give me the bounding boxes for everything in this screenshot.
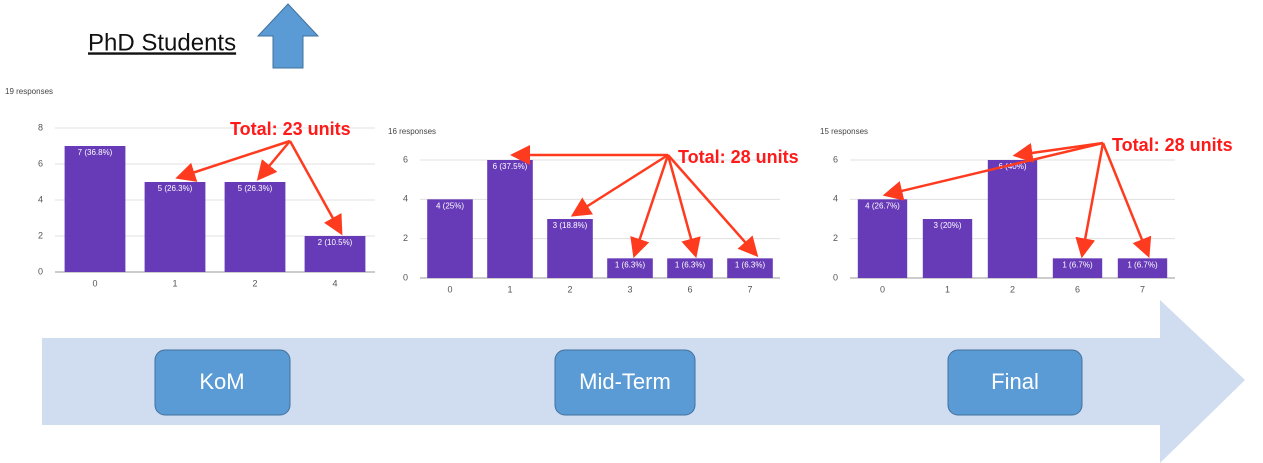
- value-label: 4 (25%): [436, 201, 464, 210]
- annotation: Total: 28 units: [678, 147, 799, 167]
- x-tick-label: 1: [507, 284, 512, 294]
- annotation: Total: 23 units: [230, 119, 351, 139]
- annotation-arrow: [666, 154, 701, 259]
- y-tick-label: 6: [403, 154, 408, 164]
- y-tick-label: 2: [403, 233, 408, 243]
- bar: [1117, 258, 1168, 278]
- value-label: 1 (6.7%): [1127, 260, 1158, 269]
- bar: [144, 182, 206, 272]
- annotation-arrow: [1012, 141, 1104, 163]
- y-tick-label: 8: [38, 122, 43, 132]
- value-label: 1 (6.3%): [735, 260, 766, 269]
- value-label: 1 (6.7%): [1062, 260, 1093, 269]
- bar: [607, 258, 653, 278]
- y-tick-label: 4: [38, 194, 43, 204]
- y-tick-label: 6: [833, 154, 838, 164]
- bar: [547, 219, 593, 278]
- chart-subtitle: 19 responses: [5, 87, 53, 96]
- up-arrow: [256, 3, 320, 69]
- y-tick-label: 6: [38, 158, 43, 168]
- x-tick-label: 0: [880, 284, 885, 294]
- chart-subtitle: 16 responses: [388, 127, 436, 136]
- x-tick-label: 2: [1010, 284, 1015, 294]
- x-tick-label: 2: [252, 278, 257, 288]
- x-tick-label: 6: [1075, 284, 1080, 294]
- stage-label: Mid-Term: [579, 369, 671, 394]
- y-tick-label: 2: [833, 233, 838, 243]
- bar: [64, 146, 126, 272]
- x-tick-label: 1: [945, 284, 950, 294]
- x-tick-label: 1: [172, 278, 177, 288]
- stage-label: Final: [991, 369, 1039, 394]
- y-tick-label: 4: [403, 194, 408, 204]
- annotation: Total: 28 units: [1112, 135, 1233, 155]
- header-title: PhD Students: [88, 29, 236, 56]
- bar: [304, 236, 366, 272]
- bar: [427, 199, 473, 278]
- value-label: 2 (10.5%): [318, 238, 353, 247]
- y-tick-label: 0: [403, 272, 408, 282]
- annotation-arrow: [175, 139, 291, 182]
- value-label: 4 (26.7%): [865, 201, 900, 210]
- annotation-arrow: [1101, 142, 1152, 258]
- x-tick-label: 7: [1140, 284, 1145, 294]
- value-label: 5 (26.3%): [238, 184, 273, 193]
- x-tick-label: 4: [332, 278, 337, 288]
- value-label: 6 (40%): [998, 162, 1026, 171]
- value-label: 7 (36.8%): [78, 148, 113, 157]
- x-tick-label: 0: [447, 284, 452, 294]
- annotation-arrow: [288, 140, 343, 236]
- bar: [857, 199, 908, 278]
- annotation-arrow: [667, 154, 759, 258]
- x-tick-label: 7: [747, 284, 752, 294]
- value-label: 6 (37.5%): [493, 162, 528, 171]
- value-label: 3 (20%): [933, 221, 961, 230]
- x-tick-label: 0: [92, 278, 97, 288]
- annotation-arrow: [882, 141, 1104, 201]
- chart-subtitle: 15 responses: [820, 127, 868, 136]
- value-label: 1 (6.3%): [675, 260, 706, 269]
- bar: [987, 160, 1038, 278]
- y-tick-label: 2: [38, 230, 43, 240]
- y-tick-label: 0: [38, 266, 43, 276]
- value-label: 5 (26.3%): [158, 184, 193, 193]
- x-tick-label: 6: [687, 284, 692, 294]
- value-label: 3 (18.8%): [553, 221, 588, 230]
- annotation-arrow: [570, 153, 669, 217]
- bar: [727, 258, 773, 278]
- x-tick-label: 2: [567, 284, 572, 294]
- bar: [224, 182, 286, 272]
- bar: [922, 219, 973, 278]
- bar: [487, 160, 533, 278]
- bar: [1052, 258, 1103, 278]
- annotation-arrow: [256, 140, 291, 181]
- stage-box: [947, 349, 1083, 416]
- annotation-arrow: [630, 154, 670, 259]
- y-tick-label: 4: [833, 194, 838, 204]
- bar: [667, 258, 713, 278]
- stage-label: KoM: [199, 369, 244, 394]
- y-tick-label: 0: [833, 272, 838, 282]
- x-tick-label: 3: [627, 284, 632, 294]
- stage-box: [154, 349, 291, 416]
- value-label: 1 (6.3%): [615, 260, 646, 269]
- stage-box: [554, 349, 696, 416]
- annotation-arrow: [1075, 142, 1105, 259]
